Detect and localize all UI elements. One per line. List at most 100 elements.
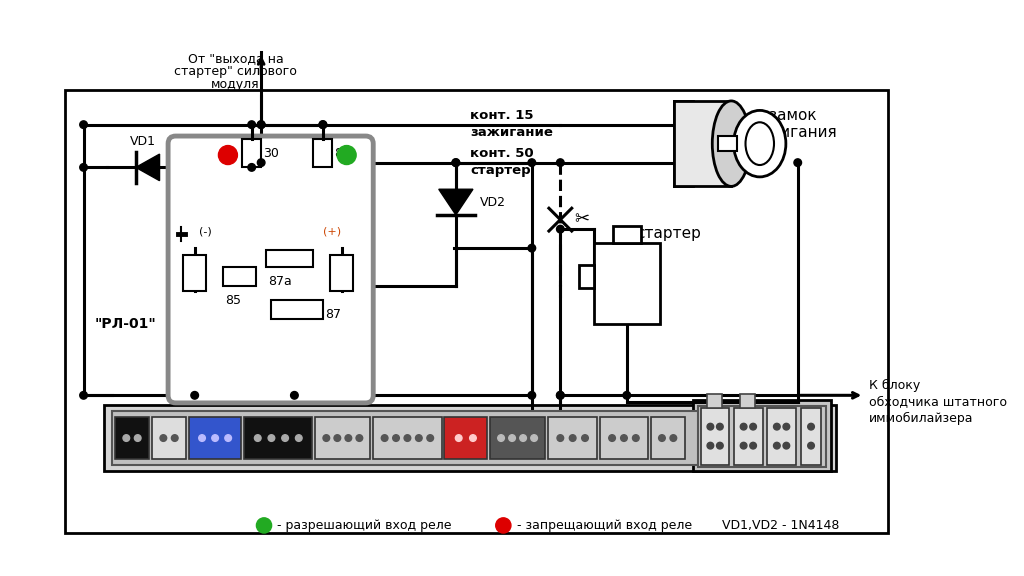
Text: VD1: VD1 xyxy=(129,135,156,149)
FancyBboxPatch shape xyxy=(65,90,888,533)
Circle shape xyxy=(319,121,327,128)
Circle shape xyxy=(530,435,538,441)
Circle shape xyxy=(427,435,433,441)
Circle shape xyxy=(296,435,302,441)
Circle shape xyxy=(190,392,199,399)
Circle shape xyxy=(717,442,723,449)
Text: стартер: стартер xyxy=(470,164,530,177)
FancyBboxPatch shape xyxy=(104,405,836,471)
Text: VD1,VD2 - 1N4148: VD1,VD2 - 1N4148 xyxy=(722,519,839,532)
FancyBboxPatch shape xyxy=(718,136,737,151)
Text: - разрешающий вход реле: - разрешающий вход реле xyxy=(278,519,452,532)
Text: К блоку: К блоку xyxy=(869,379,921,392)
FancyBboxPatch shape xyxy=(270,300,323,319)
FancyBboxPatch shape xyxy=(444,417,487,459)
Text: 85: 85 xyxy=(225,294,241,307)
Circle shape xyxy=(356,435,362,441)
Circle shape xyxy=(319,121,327,128)
Polygon shape xyxy=(438,190,473,215)
Circle shape xyxy=(528,244,536,252)
FancyBboxPatch shape xyxy=(315,417,371,459)
Text: (+): (+) xyxy=(323,226,341,236)
Circle shape xyxy=(707,423,714,430)
Circle shape xyxy=(212,435,218,441)
Circle shape xyxy=(248,121,255,128)
Circle shape xyxy=(134,435,141,441)
Text: конт. 50: конт. 50 xyxy=(470,147,534,160)
Circle shape xyxy=(773,423,780,430)
Circle shape xyxy=(334,435,341,441)
Circle shape xyxy=(556,392,564,399)
FancyBboxPatch shape xyxy=(548,417,597,459)
Circle shape xyxy=(257,121,265,128)
FancyBboxPatch shape xyxy=(266,250,313,267)
Ellipse shape xyxy=(733,111,785,177)
FancyBboxPatch shape xyxy=(331,255,353,291)
Circle shape xyxy=(254,435,261,441)
FancyBboxPatch shape xyxy=(700,408,729,465)
Circle shape xyxy=(750,423,757,430)
Circle shape xyxy=(291,392,298,399)
Text: конт. 15: конт. 15 xyxy=(470,109,534,122)
Circle shape xyxy=(256,518,271,533)
Circle shape xyxy=(670,435,677,441)
FancyBboxPatch shape xyxy=(373,417,441,459)
Text: обходчика штатного: обходчика штатного xyxy=(869,396,1007,408)
Circle shape xyxy=(171,435,178,441)
Circle shape xyxy=(452,159,460,166)
Circle shape xyxy=(452,159,460,166)
Circle shape xyxy=(623,392,631,399)
Circle shape xyxy=(794,159,802,166)
FancyBboxPatch shape xyxy=(650,417,685,459)
Circle shape xyxy=(740,423,746,430)
FancyBboxPatch shape xyxy=(244,417,312,459)
FancyBboxPatch shape xyxy=(739,395,755,408)
Circle shape xyxy=(773,442,780,449)
Circle shape xyxy=(556,225,564,233)
Text: зажигания: зажигания xyxy=(750,125,837,140)
FancyBboxPatch shape xyxy=(242,139,261,168)
FancyBboxPatch shape xyxy=(580,265,594,288)
Text: - запрещающий вход реле: - запрещающий вход реле xyxy=(517,519,692,532)
Circle shape xyxy=(218,146,238,165)
Text: 87: 87 xyxy=(325,308,341,321)
Text: VD2: VD2 xyxy=(479,196,506,209)
FancyBboxPatch shape xyxy=(183,255,206,291)
Circle shape xyxy=(633,435,639,441)
Ellipse shape xyxy=(745,122,774,165)
Circle shape xyxy=(621,435,628,441)
FancyBboxPatch shape xyxy=(223,267,256,286)
Circle shape xyxy=(740,442,746,449)
Text: (-): (-) xyxy=(200,226,212,236)
Text: 87a: 87a xyxy=(268,275,292,288)
FancyBboxPatch shape xyxy=(767,408,796,465)
Text: зажигание: зажигание xyxy=(470,126,553,139)
Text: стартер" силового: стартер" силового xyxy=(174,65,297,78)
Circle shape xyxy=(658,435,666,441)
FancyBboxPatch shape xyxy=(693,400,831,471)
Circle shape xyxy=(496,518,511,533)
FancyBboxPatch shape xyxy=(152,417,186,459)
Circle shape xyxy=(392,435,399,441)
FancyBboxPatch shape xyxy=(189,417,242,459)
FancyBboxPatch shape xyxy=(734,408,763,465)
Circle shape xyxy=(282,435,289,441)
Circle shape xyxy=(123,435,130,441)
Circle shape xyxy=(808,423,814,430)
Text: модуля: модуля xyxy=(211,78,260,91)
Circle shape xyxy=(248,164,255,171)
Circle shape xyxy=(268,435,274,441)
Circle shape xyxy=(416,435,422,441)
Circle shape xyxy=(257,159,265,166)
FancyBboxPatch shape xyxy=(490,417,545,459)
Circle shape xyxy=(556,392,564,399)
FancyBboxPatch shape xyxy=(594,244,660,324)
FancyBboxPatch shape xyxy=(112,411,739,465)
Circle shape xyxy=(520,435,526,441)
Circle shape xyxy=(80,121,87,128)
Circle shape xyxy=(80,164,87,171)
Text: От "выхода на: От "выхода на xyxy=(187,52,284,65)
Text: 30: 30 xyxy=(263,147,279,160)
Circle shape xyxy=(404,435,411,441)
Circle shape xyxy=(498,435,505,441)
